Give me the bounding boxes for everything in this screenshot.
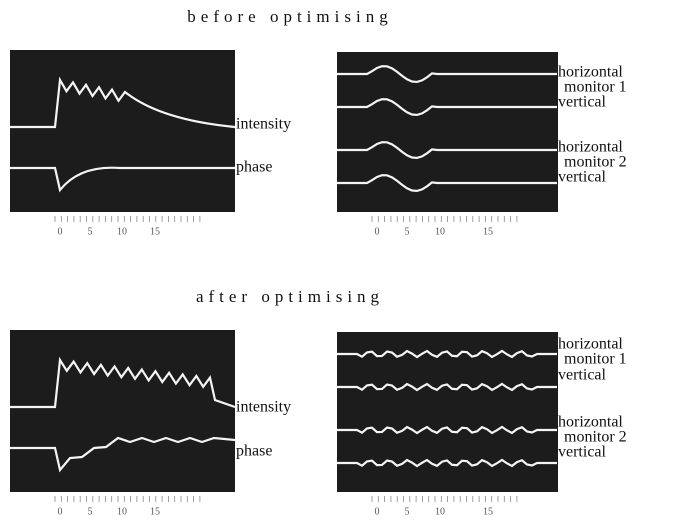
monitor-label: horizontal xyxy=(558,414,623,431)
intensity-trace xyxy=(10,356,236,409)
scope-screen xyxy=(10,50,235,212)
scale-label: 15 xyxy=(483,506,493,517)
scale-label: 10 xyxy=(117,506,127,517)
phase-trace xyxy=(10,166,235,193)
scale-label: 0 xyxy=(375,506,380,517)
monitor-label: horizontal xyxy=(558,139,623,156)
trace-label: intensity xyxy=(236,399,291,416)
trace-label: phase xyxy=(236,443,272,460)
phase-trace xyxy=(10,436,236,473)
scale-label: 0 xyxy=(58,506,63,517)
monitor-trace xyxy=(337,382,557,392)
monitor-label: monitor 2 xyxy=(564,154,627,171)
trace-label: intensity xyxy=(236,116,291,133)
section-title: before optimising xyxy=(187,7,392,26)
scale-label: 15 xyxy=(150,506,160,517)
scale-label: 10 xyxy=(435,506,445,517)
monitor-trace xyxy=(337,458,557,468)
scope-screen xyxy=(337,332,558,492)
monitor-label: monitor 1 xyxy=(564,79,627,96)
monitor-label: vertical xyxy=(558,444,607,461)
scale-label: 5 xyxy=(88,226,93,237)
scale-label: 5 xyxy=(88,506,93,517)
section-title: after optimising xyxy=(196,287,384,306)
monitor-trace xyxy=(337,349,557,359)
scale-label: 0 xyxy=(375,226,380,237)
scale-label: 15 xyxy=(150,226,160,237)
scale-label: 15 xyxy=(483,226,493,237)
scope-screen xyxy=(337,52,558,212)
monitor-label: horizontal xyxy=(558,64,623,81)
scale-label: 5 xyxy=(405,506,410,517)
scale-label: 0 xyxy=(58,226,63,237)
monitor-trace xyxy=(337,425,557,435)
intensity-trace xyxy=(10,76,236,129)
monitor-trace xyxy=(337,65,557,84)
scope-screen xyxy=(10,330,235,492)
monitor-label: vertical xyxy=(558,94,607,111)
trace-label: phase xyxy=(236,159,272,176)
monitor-label: monitor 1 xyxy=(564,351,627,368)
scale-label: 10 xyxy=(435,226,445,237)
monitor-label: vertical xyxy=(558,169,607,186)
monitor-label: vertical xyxy=(558,367,607,384)
monitor-trace xyxy=(337,141,557,160)
monitor-trace xyxy=(337,98,557,117)
scale-label: 5 xyxy=(405,226,410,237)
monitor-label: monitor 2 xyxy=(564,429,627,446)
monitor-label: horizontal xyxy=(558,336,623,353)
monitor-trace xyxy=(337,174,557,193)
scale-label: 10 xyxy=(117,226,127,237)
